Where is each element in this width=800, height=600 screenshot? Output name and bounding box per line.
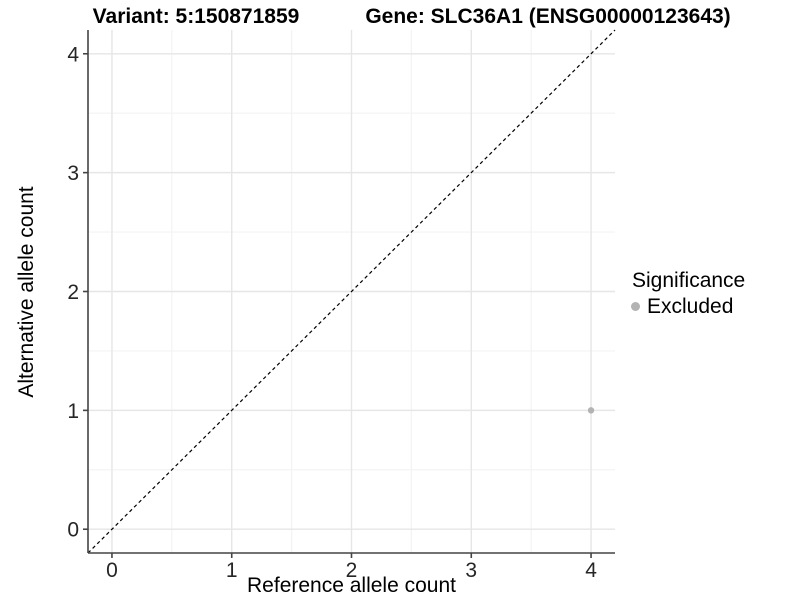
- y-axis-title: Alternative allele count: [15, 186, 38, 398]
- legend-title: Significance: [632, 269, 746, 292]
- data-point: [587, 407, 595, 414]
- y-tick-label: 1: [67, 400, 79, 423]
- y-tick-label: 2: [67, 281, 79, 304]
- x-tick-label: 4: [585, 559, 597, 582]
- legend-item-excluded: Excluded: [629, 294, 745, 319]
- identity-line: [87, 29, 616, 554]
- y-tick-label: 3: [67, 162, 79, 185]
- legend-item-label: Excluded: [647, 295, 734, 318]
- plot-title-gene: Gene: SLC36A1 (ENSG00000123643): [365, 5, 731, 28]
- x-tick-label: 0: [106, 559, 118, 582]
- y-tick-label: 4: [67, 43, 79, 66]
- x-tick-label: 3: [465, 559, 477, 582]
- x-tick-label: 1: [226, 559, 238, 582]
- legend-key-dot-icon: [631, 302, 640, 311]
- x-axis-title: Reference allele count: [247, 574, 456, 597]
- legend: Significance Excluded: [629, 268, 745, 319]
- y-tick-label: 0: [67, 519, 79, 542]
- plot-title-variant: Variant: 5:150871859: [92, 5, 300, 28]
- x-tick-label: 2: [346, 559, 358, 582]
